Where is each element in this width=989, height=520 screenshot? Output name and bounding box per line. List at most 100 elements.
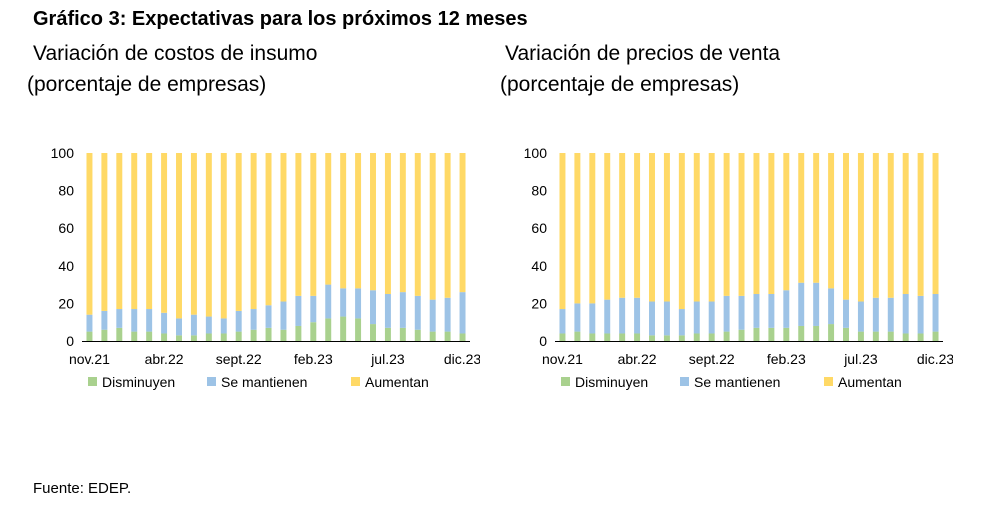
- bar-segment: [295, 295, 302, 326]
- bar-segment: [872, 153, 879, 298]
- bar-segment: [708, 153, 715, 302]
- bar-segment: [783, 327, 790, 341]
- bar-segment: [116, 327, 123, 341]
- bar-segment: [917, 153, 924, 296]
- bar-segment: [370, 290, 376, 325]
- x-tick-label: feb.23: [294, 351, 333, 367]
- legend-item: Disminuyen: [561, 374, 648, 390]
- legend-label: Aumentan: [838, 374, 902, 390]
- bar-segment: [843, 327, 849, 341]
- bar-segment: [768, 294, 775, 328]
- bar-segment: [708, 333, 715, 341]
- bar-segment: [649, 153, 655, 302]
- legend-item: Se mantienen: [680, 374, 780, 390]
- bar-segment: [604, 333, 611, 341]
- bar-segment: [678, 335, 685, 341]
- bar-segment: [619, 333, 626, 341]
- bar-segment: [116, 309, 123, 328]
- bar-segment: [634, 297, 641, 334]
- bar-segment: [574, 303, 581, 332]
- bar-segment: [101, 310, 108, 330]
- bar-segment: [310, 295, 317, 323]
- bar-segment: [887, 331, 894, 341]
- bar-segment: [86, 153, 93, 315]
- legend-swatch: [207, 377, 216, 386]
- legend-label: Disminuyen: [575, 374, 648, 390]
- bar-segment: [738, 153, 745, 296]
- legend-swatch: [561, 377, 570, 386]
- x-tick-label: dic.23: [444, 351, 480, 367]
- bar-segment: [250, 329, 257, 341]
- bar-segment: [250, 153, 257, 310]
- bar-segment: [783, 153, 790, 291]
- bar-segment: [857, 301, 864, 332]
- bar-segment: [459, 333, 466, 341]
- bar-segment: [783, 290, 790, 328]
- bar-segment: [146, 309, 153, 332]
- bar-segment: [176, 153, 182, 319]
- chart-title: Variación de precios de venta: [505, 42, 781, 65]
- bar-segment: [843, 153, 849, 300]
- chart-subtitle: (porcentaje de empresas): [500, 73, 740, 96]
- bar-segment: [205, 153, 212, 317]
- bar-segment: [325, 284, 332, 319]
- chart-subtitle: (porcentaje de empresas): [27, 73, 267, 96]
- y-tick-label: 80: [531, 183, 547, 199]
- x-tick-label: sept.22: [689, 351, 735, 367]
- bar-segment: [753, 153, 760, 294]
- bar-segment: [649, 301, 655, 336]
- bar-segment: [693, 301, 700, 334]
- bar-segment: [220, 318, 227, 334]
- bar-segment: [917, 333, 924, 341]
- y-tick-label: 40: [531, 258, 547, 274]
- y-tick-label: 100: [51, 145, 75, 161]
- bar-segment: [265, 153, 272, 306]
- bar-segment: [146, 153, 153, 310]
- bar-segment: [559, 333, 566, 341]
- bar-segment: [813, 325, 820, 341]
- bar-segment: [205, 333, 212, 341]
- bar-segment: [190, 153, 197, 315]
- legend-swatch: [680, 377, 689, 386]
- bar-segment: [678, 153, 685, 310]
- bar-segment: [753, 327, 760, 341]
- bar-segment: [131, 153, 138, 310]
- legend-item: Aumentan: [824, 374, 902, 390]
- bar-segment: [902, 153, 909, 294]
- bar-segment: [559, 153, 566, 310]
- stacked-bar-chart-costs: 0 20 40 60 80 100 nov.21 abr.22 sept.22 feb.23 jul…: [51, 145, 480, 390]
- bar-segment: [723, 153, 730, 296]
- y-tick-label: 60: [531, 220, 547, 236]
- bar-segment: [604, 153, 611, 300]
- bar-segment: [399, 327, 406, 341]
- bar-segment: [370, 153, 376, 291]
- bar-segment: [798, 282, 805, 326]
- bar-segment: [414, 295, 421, 330]
- page-title: Gráfico 3: Expectativas para los próximo…: [33, 8, 528, 30]
- y-tick-label: 100: [524, 145, 548, 161]
- bar-segment: [399, 292, 406, 328]
- x-tick-label: nov.21: [69, 351, 110, 367]
- legend-item: Disminuyen: [88, 374, 175, 390]
- bar-segment: [828, 324, 835, 341]
- bar-segment: [280, 329, 287, 341]
- bar-segment: [619, 297, 626, 334]
- bar-segment: [634, 333, 641, 341]
- bar-segment: [932, 294, 939, 332]
- bar-segment: [917, 295, 924, 334]
- bar-segment: [101, 153, 108, 311]
- bar-segment: [414, 329, 421, 341]
- bar-segment: [131, 309, 138, 332]
- legend-item: Se mantienen: [207, 374, 307, 390]
- y-tick-label: 0: [66, 333, 74, 349]
- bar-segment: [619, 153, 626, 298]
- bar-segment: [325, 153, 332, 285]
- x-tick-label: abr.22: [618, 351, 657, 367]
- legend-swatch: [351, 377, 360, 386]
- bar-segment: [205, 316, 212, 334]
- bar-segment: [340, 288, 347, 317]
- bar-segment: [131, 331, 138, 341]
- bar-segment: [634, 153, 641, 298]
- bar-segment: [902, 294, 909, 334]
- bar-segment: [399, 153, 406, 293]
